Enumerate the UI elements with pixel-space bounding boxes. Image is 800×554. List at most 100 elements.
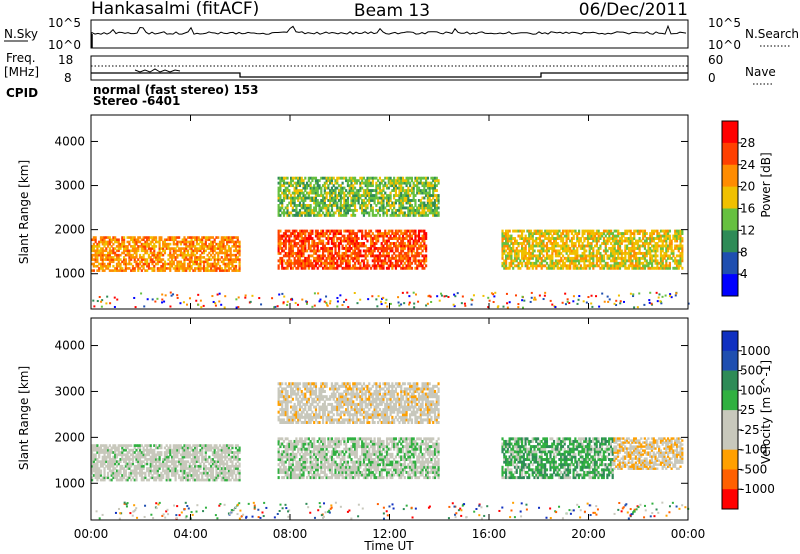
range-gate-cell	[167, 471, 170, 475]
range-gate-cell	[430, 176, 433, 180]
range-gate-cell	[234, 256, 238, 259]
range-gate-cell	[165, 455, 168, 459]
range-gate-cell	[334, 194, 337, 197]
range-gate-cell	[286, 259, 289, 263]
range-gate-cell	[108, 247, 111, 250]
range-gate-cell	[412, 181, 415, 185]
range-gate-cell	[556, 266, 559, 270]
range-gate-cell	[108, 251, 111, 255]
range-gate-cell	[290, 196, 293, 200]
near-range-cell	[214, 304, 217, 307]
range-gate-cell	[170, 260, 174, 264]
range-gate-cell	[585, 249, 588, 253]
range-gate-cell	[412, 186, 415, 190]
freq-trace	[91, 72, 688, 78]
range-gate-cell	[142, 446, 145, 450]
range-gate-cell	[282, 184, 286, 188]
range-gate-cell	[551, 264, 554, 268]
range-gate-cell	[531, 249, 534, 253]
range-gate-cell	[421, 204, 424, 207]
range-gate-cell	[528, 242, 531, 245]
range-gate-cell	[357, 251, 360, 255]
range-gate-cell	[551, 254, 554, 258]
range-gate-cell	[553, 246, 556, 250]
range-gate-cell	[224, 267, 227, 270]
range-gate-cell	[147, 467, 151, 470]
range-gate-cell	[375, 189, 378, 193]
range-gate-cell	[599, 232, 602, 235]
range-gate-cell	[401, 237, 405, 240]
range-gate-cell	[211, 264, 214, 268]
range-gate-cell	[142, 264, 145, 268]
range-gate-cell	[558, 266, 561, 270]
range-gate-cell	[517, 266, 520, 270]
range-gate-cell	[304, 242, 307, 245]
range-gate-cell	[156, 460, 159, 464]
range-gate-cell	[588, 246, 591, 250]
range-gate-cell	[654, 259, 657, 263]
range-gate-cell	[149, 242, 152, 246]
near-range-cell	[273, 306, 276, 309]
range-gate-cell	[581, 251, 584, 255]
range-gate-cell	[375, 204, 378, 207]
range-gate-cell	[572, 266, 575, 270]
range-gate-cell	[112, 451, 115, 454]
range-gate-cell	[277, 264, 280, 268]
range-gate-cell	[108, 453, 111, 457]
near-range-cell	[326, 304, 329, 307]
range-gate-cell	[117, 469, 120, 473]
range-gate-cell	[114, 446, 117, 450]
range-gate-cell	[663, 254, 666, 258]
range-gate-cell	[201, 267, 204, 270]
range-gate-cell	[316, 189, 319, 193]
range-gate-cell	[613, 259, 616, 263]
range-gate-cell	[435, 189, 438, 193]
range-gate-cell	[561, 232, 565, 235]
range-gate-cell	[137, 462, 140, 466]
range-gate-cell	[174, 242, 177, 246]
range-gate-cell	[121, 251, 124, 255]
range-gate-cell	[162, 469, 165, 473]
range-gate-cell	[663, 237, 666, 240]
range-gate-cell	[407, 264, 410, 268]
range-gate-cell	[92, 269, 95, 272]
range-gate-cell	[538, 261, 542, 265]
range-gate-cell	[231, 236, 234, 239]
range-gate-cell	[160, 464, 163, 468]
range-gate-cell	[375, 256, 378, 260]
range-gate-cell	[551, 229, 554, 233]
range-gate-cell	[506, 229, 509, 233]
range-gate-cell	[163, 242, 167, 246]
range-gate-cell	[224, 269, 227, 272]
range-gate-cell	[661, 242, 664, 245]
range-gate-cell	[295, 244, 298, 248]
range-gate-cell	[304, 184, 307, 188]
range-gate-cell	[158, 269, 161, 272]
range-gate-cell	[291, 254, 294, 258]
range-gate-cell	[339, 239, 342, 243]
range-gate-cell	[110, 469, 113, 473]
range-gate-cell	[382, 254, 385, 258]
range-gate-cell	[277, 211, 280, 215]
range-gate-cell	[577, 259, 581, 263]
range-gate-cell	[282, 254, 286, 258]
range-gate-cell	[346, 204, 350, 207]
range-gate-cell	[391, 266, 394, 270]
range-gate-cell	[204, 242, 207, 246]
range-gate-cell	[277, 208, 280, 212]
range-gate-cell	[124, 253, 127, 257]
near-range-cell	[472, 294, 475, 297]
range-gate-cell	[384, 184, 387, 188]
range-gate-cell	[197, 262, 200, 266]
range-gate-cell	[654, 244, 657, 248]
near-range-cell	[291, 298, 294, 301]
range-gate-cell	[405, 181, 408, 185]
near-range-cell	[218, 292, 221, 295]
range-gate-cell	[569, 229, 572, 233]
range-gate-cell	[194, 247, 197, 250]
range-gate-cell	[380, 254, 383, 258]
range-gate-cell	[300, 234, 303, 238]
range-gate-cell	[405, 176, 408, 180]
range-gate-cell	[547, 254, 550, 258]
range-gate-cell	[416, 176, 419, 180]
